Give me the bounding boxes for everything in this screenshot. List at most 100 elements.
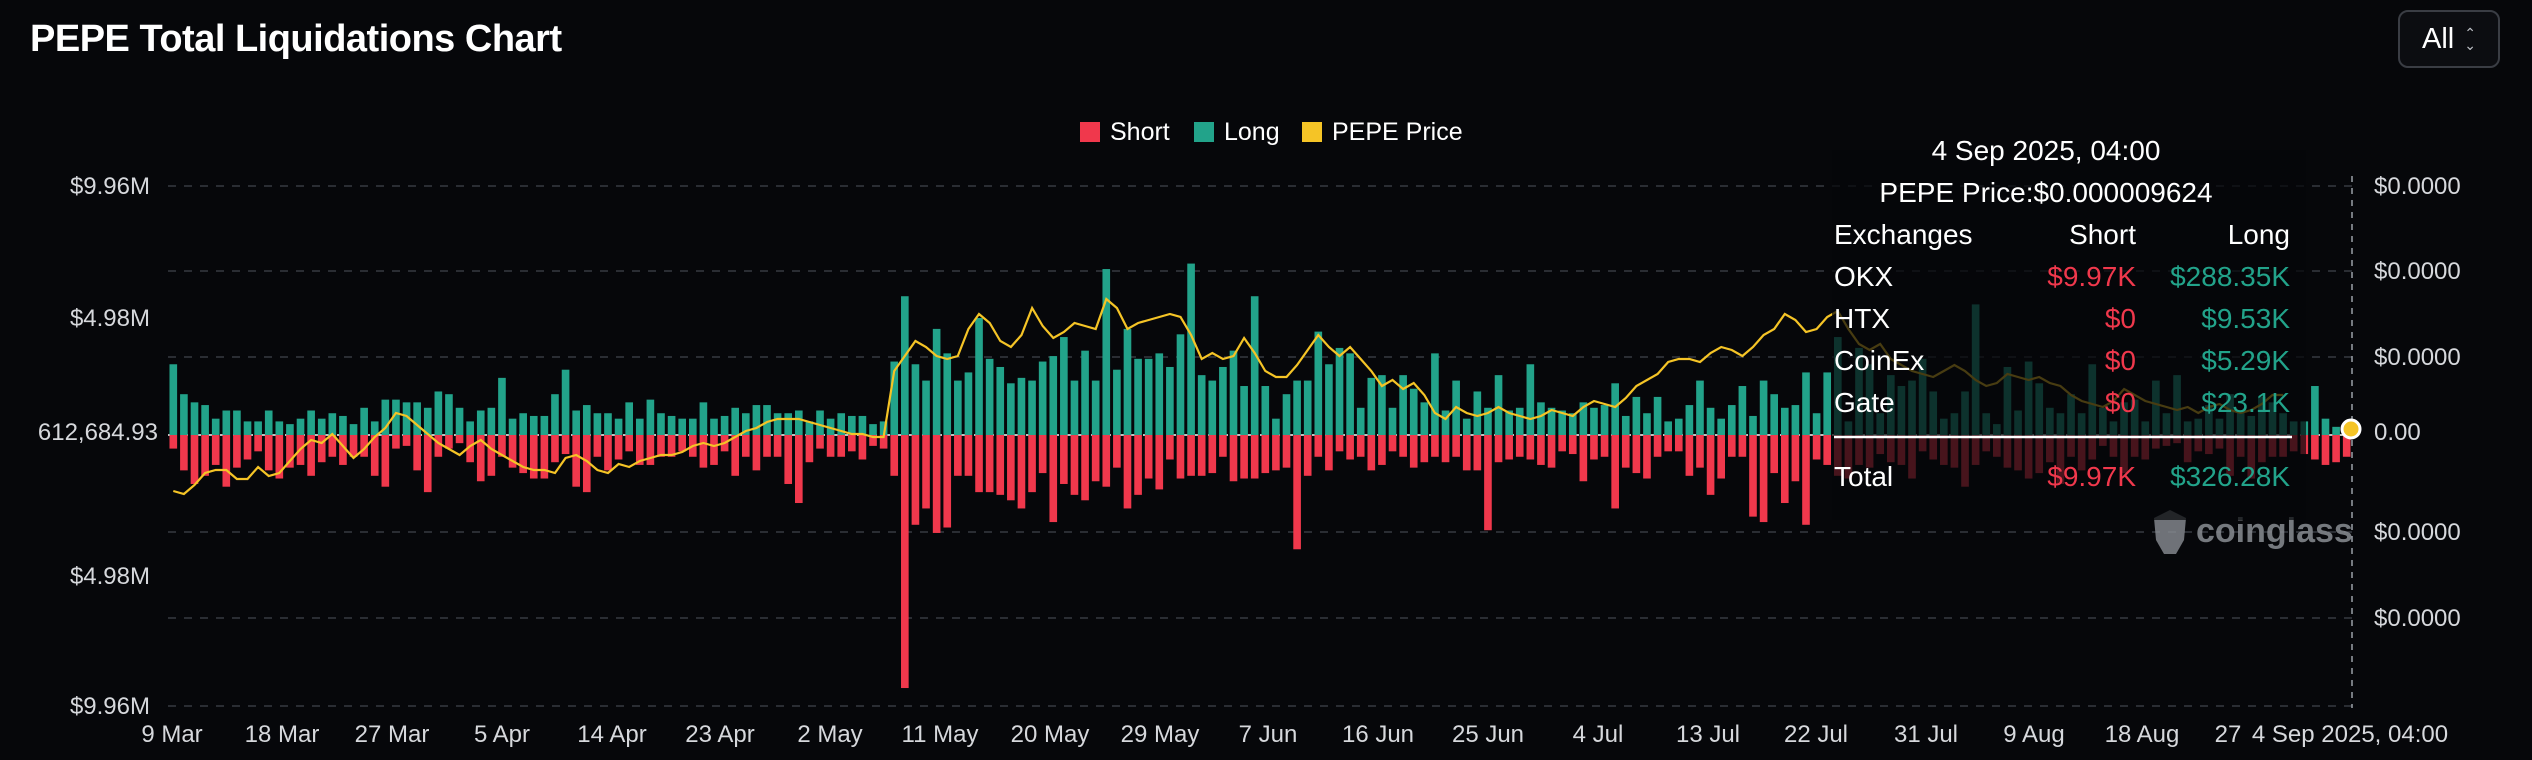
bar-long xyxy=(296,418,305,435)
x-tick-label: 16 Jun xyxy=(1342,721,1414,748)
coinglass-logo-icon xyxy=(2154,510,2186,554)
bar-short xyxy=(169,435,178,449)
bar-long xyxy=(985,358,994,435)
bar-long xyxy=(1600,405,1609,435)
legend-swatch xyxy=(1080,122,1100,142)
bar-long xyxy=(2332,426,2340,435)
bar-long xyxy=(1166,366,1174,435)
bar-short xyxy=(604,435,612,471)
bar-long xyxy=(1113,369,1121,435)
bar-short xyxy=(498,435,506,457)
chart-tooltip: 4 Sep 2025, 04:00 PEPE Price:$0.000009624… xyxy=(1832,135,2362,708)
bar-short xyxy=(1325,435,1333,471)
tooltip-long-value: $23.1K xyxy=(2201,387,2290,418)
bar-short xyxy=(1038,435,1047,474)
bar-long xyxy=(773,413,782,435)
bar-short xyxy=(360,435,368,457)
bar-long xyxy=(466,421,474,435)
bar-short xyxy=(1335,435,1344,452)
bar-long xyxy=(254,421,262,435)
bar-long xyxy=(975,318,983,435)
bar-long xyxy=(1473,391,1482,435)
bar-short xyxy=(858,435,867,460)
bar-long xyxy=(1727,405,1736,435)
bar-long xyxy=(1378,375,1386,435)
y-left-tick-label: $9.96M xyxy=(70,693,150,720)
bar-long xyxy=(869,424,877,435)
x-tick-label: 27 xyxy=(2215,721,2242,748)
bar-short xyxy=(1515,435,1524,457)
bar-long xyxy=(1409,388,1418,435)
bar-long xyxy=(741,413,750,435)
bar-long xyxy=(720,415,729,435)
bar-short xyxy=(1314,435,1323,457)
bar-long xyxy=(540,415,549,435)
bar-short xyxy=(879,435,888,449)
bar-long xyxy=(519,413,527,435)
bar-short xyxy=(1749,435,1757,517)
bar-short xyxy=(1367,435,1376,471)
bar-short xyxy=(1674,435,1683,452)
bar-long xyxy=(763,405,771,435)
bar-long xyxy=(1144,358,1153,435)
bar-short xyxy=(1007,435,1015,501)
time-range-select[interactable]: All ⌃ ⌄ xyxy=(2398,10,2500,68)
bar-long xyxy=(1197,375,1206,435)
bar-short xyxy=(964,435,973,476)
bar-short xyxy=(1600,435,1609,457)
bar-short xyxy=(466,435,474,463)
bar-short xyxy=(1579,435,1588,482)
x-tick-label: 9 Aug xyxy=(2003,721,2064,748)
bar-long xyxy=(561,369,570,435)
bar-short xyxy=(317,435,326,463)
bar-long xyxy=(954,380,962,435)
bar-long xyxy=(582,405,591,435)
bar-long xyxy=(593,413,602,435)
y-right-tick-label: $0.0000 xyxy=(2374,258,2461,285)
bar-long xyxy=(1717,418,1725,435)
price-marker xyxy=(2340,418,2362,440)
bar-short xyxy=(1017,435,1026,509)
bar-short xyxy=(1621,435,1630,468)
bar-short xyxy=(773,435,782,457)
bar-short xyxy=(1155,435,1164,490)
x-tick-label: 13 Jul xyxy=(1676,721,1740,748)
legend-swatch xyxy=(1302,122,1322,142)
bar-short xyxy=(2332,435,2340,463)
bar-long xyxy=(1484,407,1492,435)
bar-long xyxy=(1420,402,1429,435)
bar-long xyxy=(1791,405,1800,435)
bar-short xyxy=(837,435,846,457)
bar-short xyxy=(869,435,877,446)
bar-long xyxy=(1770,394,1779,435)
bar-short xyxy=(423,435,432,493)
bar-long xyxy=(1219,366,1227,435)
x-tick-label: 9 Mar xyxy=(141,721,202,748)
bar-long xyxy=(1632,396,1641,435)
bar-long xyxy=(1526,364,1535,435)
bar-long xyxy=(699,402,708,435)
bar-short xyxy=(826,435,835,457)
bar-short xyxy=(1685,435,1694,476)
bar-long xyxy=(1749,415,1757,435)
tooltip-long-value: $9.53K xyxy=(2201,303,2290,334)
bar-long xyxy=(805,421,814,435)
bar-short xyxy=(540,435,549,479)
bar-short xyxy=(1653,435,1662,457)
bar-short xyxy=(233,435,241,468)
bar-short xyxy=(286,435,294,468)
tooltip-exchange-name: Gate xyxy=(1834,387,1895,418)
bar-long xyxy=(943,353,952,435)
bar-short xyxy=(582,435,591,493)
bar-short xyxy=(529,435,538,479)
bar-long xyxy=(678,418,687,435)
bar-short xyxy=(1431,435,1439,457)
tooltip-short-value: $0 xyxy=(2105,303,2136,334)
bar-short xyxy=(508,435,517,468)
bar-short xyxy=(1473,435,1482,471)
y-left-tick-label: $4.98M xyxy=(70,305,150,332)
bar-short xyxy=(1081,435,1089,501)
bar-short xyxy=(996,435,1005,495)
bar-long xyxy=(848,415,856,435)
